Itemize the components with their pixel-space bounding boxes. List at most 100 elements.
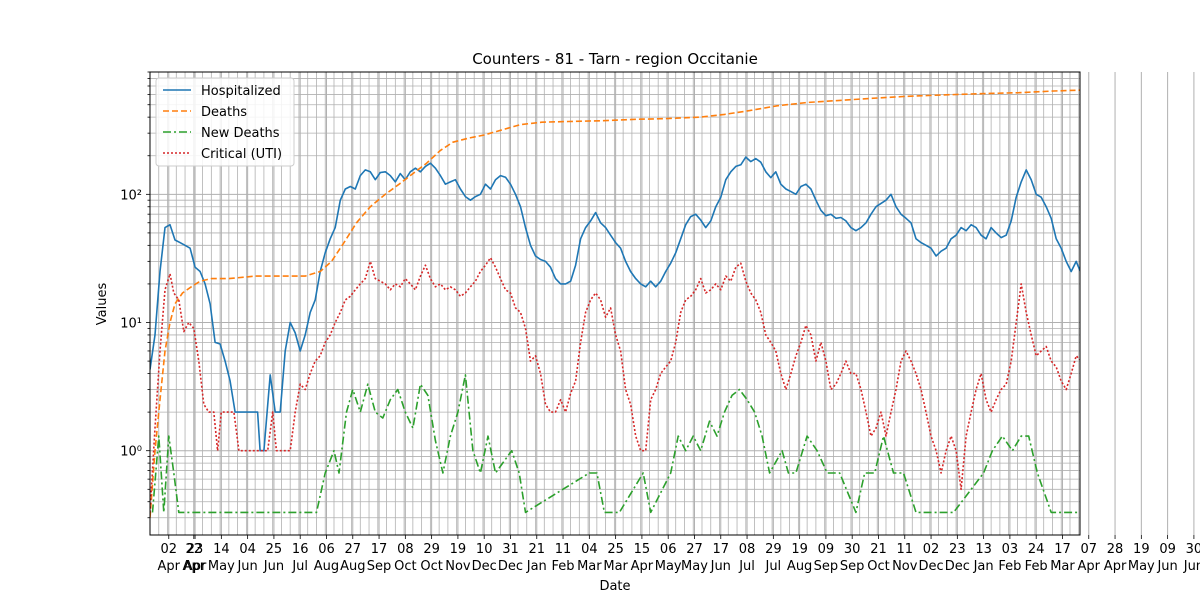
- legend-label: Deaths: [201, 105, 247, 120]
- x-tick-month: Feb: [1025, 559, 1048, 574]
- legend-label: Critical (UTI): [201, 147, 282, 162]
- x-tick-month: Jun: [236, 559, 257, 574]
- chart-title: Counters - 81 - Tarn - region Occitanie: [472, 50, 758, 68]
- x-tick-day: 07: [1080, 542, 1097, 557]
- x-tick-month: Nov: [445, 559, 471, 574]
- x-tick-month: Mar: [603, 559, 628, 574]
- x-tick-month: Jun: [710, 559, 731, 574]
- x-tick-day: 11: [555, 542, 572, 557]
- x-tick-day: 29: [765, 542, 782, 557]
- x-tick-month: Dec: [945, 559, 970, 574]
- x-tick-day: 22: [186, 542, 203, 557]
- x-tick-month: Aug: [787, 559, 812, 574]
- legend-label: New Deaths: [201, 126, 280, 141]
- x-tick-day: 04: [581, 542, 598, 557]
- x-tick-day: 06: [660, 542, 677, 557]
- series-line-critical-uti: [150, 256, 1080, 513]
- series-layer: [150, 89, 1080, 518]
- x-tick-day: 27: [344, 542, 361, 557]
- x-tick-day: 31: [502, 542, 519, 557]
- x-tick-month: Apr: [631, 559, 654, 574]
- x-tick-day: 10: [476, 542, 493, 557]
- x-tick-day: 02: [161, 542, 178, 557]
- series-line-hospitalized: [150, 156, 1080, 452]
- x-tick-month: Jul: [764, 559, 781, 574]
- x-tick-day: 02: [923, 542, 940, 557]
- series-line-new-deaths: [151, 374, 1080, 514]
- x-tick-day: 04: [239, 542, 256, 557]
- x-tick-day: 23: [187, 542, 204, 557]
- x-tick-month: Sep: [367, 559, 392, 574]
- x-tick-day: 21: [528, 542, 545, 557]
- x-tick-day: 19: [1133, 542, 1150, 557]
- x-tick-day: 24: [1028, 542, 1045, 557]
- x-tick-month: Oct: [867, 559, 889, 574]
- x-tick-day: 06: [318, 542, 335, 557]
- y-tick-label: 10⁰: [120, 445, 142, 460]
- x-tick-month: Aug: [340, 559, 365, 574]
- x-tick-month: Jun: [1156, 559, 1177, 574]
- x-tick-day: 30: [844, 542, 861, 557]
- x-tick-month: Jun: [1183, 559, 1200, 574]
- x-tick-month: Nov: [892, 559, 918, 574]
- x-tick-day: 08: [397, 542, 414, 557]
- legend-label: Hospitalized: [201, 84, 281, 99]
- x-tick-month: Dec: [918, 559, 943, 574]
- x-tick-month: Dec: [472, 559, 497, 574]
- x-tick-day: 30: [1186, 542, 1200, 557]
- x-tick-day: 16: [292, 542, 309, 557]
- x-tick-day: 03: [1002, 542, 1019, 557]
- x-axis-label: Date: [599, 579, 630, 594]
- x-tick-month: Jun: [263, 559, 284, 574]
- x-tick-day: 11: [896, 542, 913, 557]
- x-tick-day: 29: [423, 542, 440, 557]
- legend: Hospitalized Deaths New Deaths Critical (UT…: [155, 77, 295, 167]
- legend-box: [155, 77, 295, 167]
- x-tick-month: Apr: [1078, 559, 1101, 574]
- x-tick-month: May: [1128, 559, 1155, 574]
- x-tick-month: Oct: [420, 559, 442, 574]
- x-axis-ticks: 02 Apr 22 Apr 23 Apr 14 May 04 Jun 25 Jun 16 Jul 06 Aug…: [158, 535, 1200, 574]
- x-tick-month: Apr: [158, 559, 181, 574]
- x-tick-day: 28: [1107, 542, 1124, 557]
- x-tick-month: Sep: [840, 559, 865, 574]
- x-tick-day: 17: [1054, 542, 1071, 557]
- x-tick-month: Feb: [552, 559, 575, 574]
- x-tick-day: 09: [818, 542, 835, 557]
- y-axis-ticks: 10⁰ 10¹ 10²: [120, 71, 150, 519]
- x-tick-month: Jan: [973, 559, 994, 574]
- x-tick-day: 14: [213, 542, 230, 557]
- x-tick-month: Apr: [183, 559, 206, 574]
- x-tick-month: Feb: [998, 559, 1021, 574]
- x-tick-month: Aug: [314, 559, 339, 574]
- x-tick-month: Apr: [184, 559, 207, 574]
- x-tick-day: 27: [686, 542, 703, 557]
- x-tick-month: Dec: [498, 559, 523, 574]
- x-tick-month: Sep: [814, 559, 839, 574]
- x-tick-month: Mar: [1050, 559, 1075, 574]
- x-tick-day: 25: [266, 542, 283, 557]
- x-tick-month: May: [655, 559, 682, 574]
- x-tick-day: 08: [739, 542, 756, 557]
- x-tick-day: 19: [791, 542, 808, 557]
- x-tick-day: 19: [450, 542, 467, 557]
- plot-frame: [149, 71, 1081, 536]
- x-tick-month: Jul: [738, 559, 755, 574]
- x-tick-month: Jan: [526, 559, 547, 574]
- x-tick-day: 21: [870, 542, 887, 557]
- x-tick-month: Apr: [1104, 559, 1127, 574]
- x-tick-day: 15: [634, 542, 651, 557]
- x-tick-day: 17: [371, 542, 388, 557]
- x-tick-day: 17: [712, 542, 729, 557]
- x-tick-month: Mar: [577, 559, 602, 574]
- x-tick-day: 13: [975, 542, 992, 557]
- x-tick-month: May: [681, 559, 708, 574]
- series-line-deaths: [150, 89, 1080, 518]
- x-tick-day: 23: [949, 542, 966, 557]
- x-tick-month: May: [208, 559, 235, 574]
- x-tick-day: 09: [1159, 542, 1176, 557]
- x-tick-month: Oct: [394, 559, 416, 574]
- x-tick-day: 25: [607, 542, 624, 557]
